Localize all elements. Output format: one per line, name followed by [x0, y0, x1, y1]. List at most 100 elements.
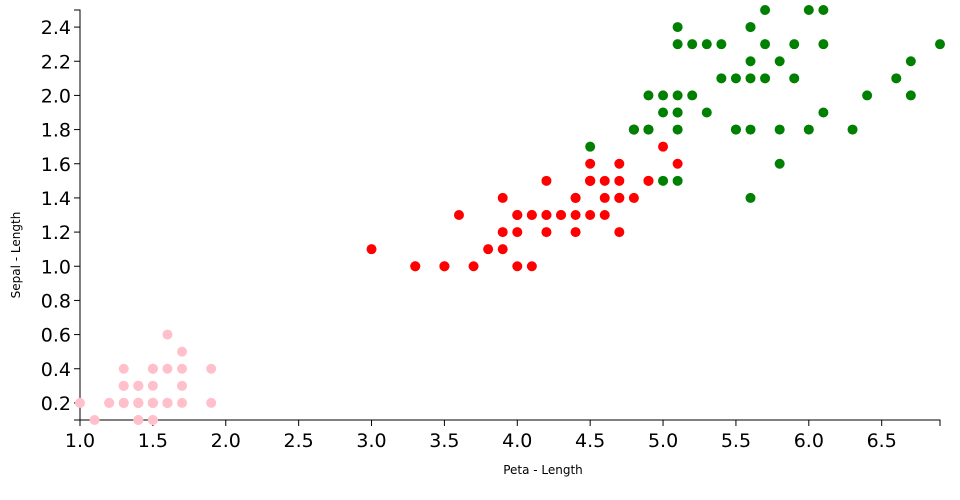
point: [760, 73, 771, 84]
point: [658, 90, 669, 101]
point: [818, 107, 829, 118]
point: [410, 261, 421, 272]
point: [133, 415, 144, 425]
point: [585, 175, 596, 186]
point: [862, 90, 873, 101]
point: [133, 397, 144, 408]
point: [526, 210, 537, 220]
point: [745, 56, 756, 67]
point: [556, 210, 567, 220]
point: [658, 175, 669, 186]
point: [177, 397, 188, 408]
point: [585, 158, 596, 169]
point: [177, 380, 188, 391]
point: [599, 192, 610, 203]
point: [672, 90, 683, 101]
point: [891, 73, 902, 84]
point: [614, 227, 625, 238]
point: [585, 141, 596, 152]
point: [643, 124, 654, 135]
y-tick-label: 2.4: [41, 17, 71, 39]
point: [118, 363, 129, 374]
x-tick-label: 6.5: [867, 430, 897, 452]
point: [745, 124, 756, 135]
y-tick-label: 0.8: [41, 290, 71, 312]
point: [162, 363, 173, 374]
point: [905, 56, 916, 67]
x-tick-label: 4.5: [575, 430, 605, 452]
point: [774, 56, 785, 67]
y-tick-label: 0.2: [41, 393, 71, 415]
x-tick-label: 1.0: [65, 430, 95, 452]
point: [147, 363, 158, 374]
point: [118, 397, 129, 408]
point: [730, 73, 741, 84]
y-tick-label: 1.4: [41, 188, 71, 210]
x-tick-label: 6.0: [794, 430, 824, 452]
y-tick-label: 1.6: [41, 154, 71, 176]
point: [512, 227, 523, 238]
y-tick-label: 2.2: [41, 51, 71, 73]
point: [643, 90, 654, 101]
point: [701, 107, 712, 118]
point: [672, 158, 683, 169]
point: [468, 261, 479, 272]
point: [206, 397, 217, 408]
point: [162, 397, 173, 408]
point: [162, 329, 173, 340]
point: [497, 192, 508, 203]
point: [206, 363, 217, 374]
x-tick-label: 2.0: [211, 430, 241, 452]
point: [789, 73, 800, 84]
point: [847, 124, 858, 135]
point: [570, 227, 581, 238]
point: [803, 124, 814, 135]
point: [585, 210, 596, 220]
point: [599, 210, 610, 220]
point: [628, 124, 639, 135]
point: [672, 175, 683, 186]
point: [745, 192, 756, 203]
y-tick-label: 0.6: [41, 325, 71, 347]
point: [760, 39, 771, 50]
y-axis-label: Sepal - Length: [9, 212, 23, 299]
point: [118, 380, 129, 391]
y-axis: [74, 9, 81, 421]
point: [818, 39, 829, 50]
point: [905, 90, 916, 101]
point: [935, 39, 945, 50]
point: [497, 244, 508, 255]
point: [147, 397, 158, 408]
point: [687, 90, 698, 101]
x-tick-label: 3.5: [429, 430, 459, 452]
point: [497, 227, 508, 238]
point: [614, 158, 625, 169]
x-tick-label: 2.5: [284, 430, 314, 452]
point: [745, 73, 756, 84]
y-tick-label: 0.4: [41, 359, 71, 381]
point: [453, 210, 464, 220]
x-tick-label: 1.5: [138, 430, 168, 452]
point: [541, 210, 552, 220]
point: [104, 397, 115, 408]
point: [439, 261, 450, 272]
point: [133, 380, 144, 391]
x-tick-label: 3.0: [356, 430, 386, 452]
point: [177, 363, 188, 374]
point: [745, 22, 756, 33]
x-axis: [79, 419, 941, 426]
point: [672, 107, 683, 118]
point: [716, 73, 727, 84]
point: [760, 5, 771, 15]
point: [818, 5, 829, 15]
point: [614, 175, 625, 186]
x-tick-label: 5.0: [648, 430, 678, 452]
point: [643, 175, 654, 186]
point: [366, 244, 377, 255]
x-axis-label: Peta - Length: [503, 463, 583, 477]
point: [614, 192, 625, 203]
point: [599, 175, 610, 186]
point: [570, 210, 581, 220]
point: [701, 39, 712, 50]
